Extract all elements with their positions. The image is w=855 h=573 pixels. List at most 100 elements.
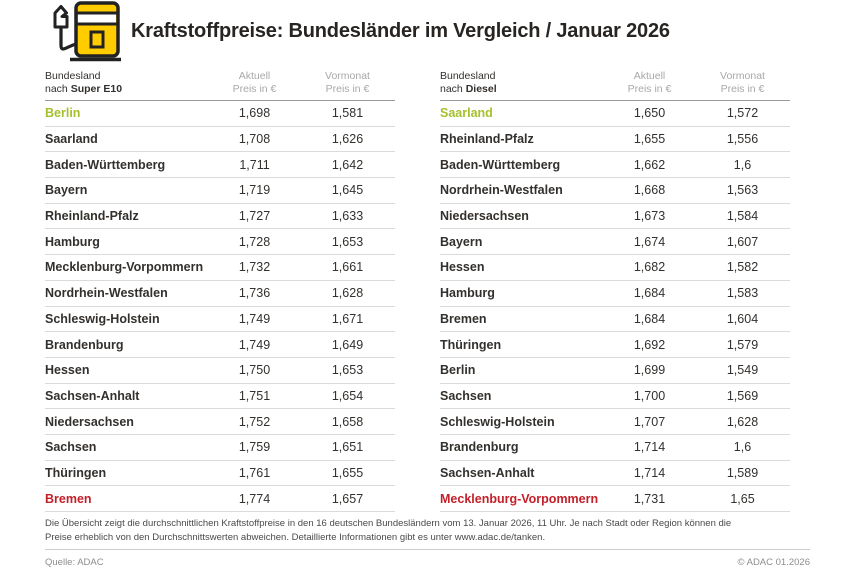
- state-name: Thüringen: [45, 465, 107, 480]
- table-super-e10: Bundesland nach Super E10 Aktuell Preis …: [45, 68, 395, 512]
- table-row: Bayern 1,719 1,645: [45, 178, 395, 204]
- previous-price: 1,572: [726, 106, 759, 121]
- state-name: Niedersachsen: [45, 414, 134, 429]
- current-price: 1,728: [238, 234, 271, 249]
- previous-price: 1,589: [726, 465, 759, 480]
- current-price: 1,662: [633, 157, 666, 172]
- state-name: Berlin: [440, 363, 476, 378]
- column-header-bundesland: Bundesland nach Super E10: [45, 70, 123, 95]
- previous-price: 1,649: [331, 337, 364, 352]
- previous-price: 1,604: [726, 311, 759, 326]
- previous-price: 1,645: [331, 183, 364, 198]
- column-header-vormonat: Vormonat Preis in €: [720, 70, 765, 95]
- state-name: Saarland: [45, 132, 98, 147]
- current-price: 1,727: [238, 209, 271, 224]
- previous-price: 1,579: [726, 337, 759, 352]
- previous-price: 1,653: [331, 234, 364, 249]
- table-row: Nordrhein-Westfalen 1,668 1,563: [440, 178, 790, 204]
- column-header-vormonat: Vormonat Preis in €: [325, 70, 370, 95]
- current-price: 1,750: [238, 363, 271, 378]
- column-header-aktuell: Aktuell Preis in €: [627, 70, 672, 95]
- previous-price: 1,582: [726, 260, 759, 275]
- table-row: Thüringen 1,761 1,655: [45, 461, 395, 487]
- footnote-line2: Preise erheblich von den Durchschnittswe…: [45, 531, 546, 543]
- previous-price: 1,549: [726, 363, 759, 378]
- current-price: 1,749: [238, 311, 271, 326]
- table-row: Schleswig-Holstein 1,707 1,628: [440, 409, 790, 435]
- current-price: 1,732: [238, 260, 271, 275]
- current-price: 1,714: [633, 440, 666, 455]
- state-name: Hessen: [440, 260, 485, 275]
- table-row: Nordrhein-Westfalen 1,736 1,628: [45, 281, 395, 307]
- current-price: 1,774: [238, 491, 271, 506]
- fuel-pump-icon: [42, 0, 126, 62]
- current-price: 1,731: [633, 491, 666, 506]
- current-price: 1,700: [633, 388, 666, 403]
- table-row: Mecklenburg-Vorpommern 1,732 1,661: [45, 255, 395, 281]
- current-price: 1,684: [633, 286, 666, 301]
- state-name: Sachsen-Anhalt: [45, 388, 140, 403]
- previous-price: 1,569: [726, 388, 759, 403]
- state-name: Mecklenburg-Vorpommern: [440, 491, 599, 506]
- table-row: Brandenburg 1,749 1,649: [45, 332, 395, 358]
- state-name: Nordrhein-Westfalen: [45, 286, 168, 301]
- table-row: Rheinland-Pfalz 1,727 1,633: [45, 204, 395, 230]
- column-header-bundesland: Bundesland nach Diesel: [440, 70, 497, 95]
- state-name: Hessen: [45, 363, 90, 378]
- table-row: Brandenburg 1,714 1,6: [440, 435, 790, 461]
- current-price: 1,673: [633, 209, 666, 224]
- previous-price: 1,584: [726, 209, 759, 224]
- current-price: 1,751: [238, 388, 271, 403]
- table-row: Sachsen 1,759 1,651: [45, 435, 395, 461]
- previous-price: 1,628: [726, 414, 759, 429]
- table-rows: Saarland 1,650 1,572 Rheinland-Pfalz 1,6…: [440, 101, 790, 512]
- previous-price: 1,661: [331, 260, 364, 275]
- previous-price: 1,65: [730, 491, 755, 506]
- state-name: Rheinland-Pfalz: [440, 132, 534, 147]
- footnote-line1: Die Übersicht zeigt die durchschnittlich…: [45, 518, 732, 529]
- fuel-type-label: Diesel: [465, 82, 497, 95]
- table-row: Hessen 1,750 1,653: [45, 358, 395, 384]
- table-row: Baden-Württemberg 1,662 1,6: [440, 152, 790, 179]
- table-row: Hessen 1,682 1,582: [440, 255, 790, 281]
- table-row: Rheinland-Pfalz 1,655 1,556: [440, 127, 790, 153]
- previous-price: 1,6: [733, 440, 752, 455]
- current-price: 1,708: [238, 132, 271, 147]
- current-price: 1,759: [238, 440, 271, 455]
- previous-price: 1,556: [726, 132, 759, 147]
- current-price: 1,668: [633, 183, 666, 198]
- state-name: Sachsen-Anhalt: [440, 465, 535, 480]
- previous-price: 1,581: [331, 106, 364, 121]
- previous-price: 1,657: [331, 491, 364, 506]
- state-name: Rheinland-Pfalz: [45, 209, 139, 224]
- current-price: 1,736: [238, 286, 271, 301]
- current-price: 1,692: [633, 337, 666, 352]
- table-header: Bundesland nach Diesel Aktuell Preis in …: [440, 68, 790, 101]
- previous-price: 1,658: [331, 414, 364, 429]
- state-name: Bremen: [45, 491, 92, 506]
- current-price: 1,655: [633, 132, 666, 147]
- previous-price: 1,651: [331, 440, 364, 455]
- current-price: 1,650: [633, 106, 666, 121]
- table-header: Bundesland nach Super E10 Aktuell Preis …: [45, 68, 395, 101]
- state-name: Baden-Württemberg: [45, 157, 166, 172]
- state-name: Nordrhein-Westfalen: [440, 183, 563, 198]
- previous-price: 1,626: [331, 132, 364, 147]
- table-row: Saarland 1,650 1,572: [440, 101, 790, 127]
- previous-price: 1,607: [726, 234, 759, 249]
- current-price: 1,699: [633, 363, 666, 378]
- table-row: Berlin 1,699 1,549: [440, 358, 790, 384]
- source-label: Quelle: ADAC: [45, 557, 104, 568]
- state-name: Niedersachsen: [440, 209, 529, 224]
- current-price: 1,719: [238, 183, 271, 198]
- current-price: 1,752: [238, 414, 271, 429]
- current-price: 1,749: [238, 337, 271, 352]
- state-name: Hamburg: [440, 286, 495, 301]
- current-price: 1,698: [238, 106, 271, 121]
- previous-price: 1,628: [331, 286, 364, 301]
- table-row: Sachsen-Anhalt 1,714 1,589: [440, 461, 790, 487]
- table-row: Thüringen 1,692 1,579: [440, 332, 790, 358]
- current-price: 1,711: [239, 157, 270, 172]
- state-name: Thüringen: [440, 337, 502, 352]
